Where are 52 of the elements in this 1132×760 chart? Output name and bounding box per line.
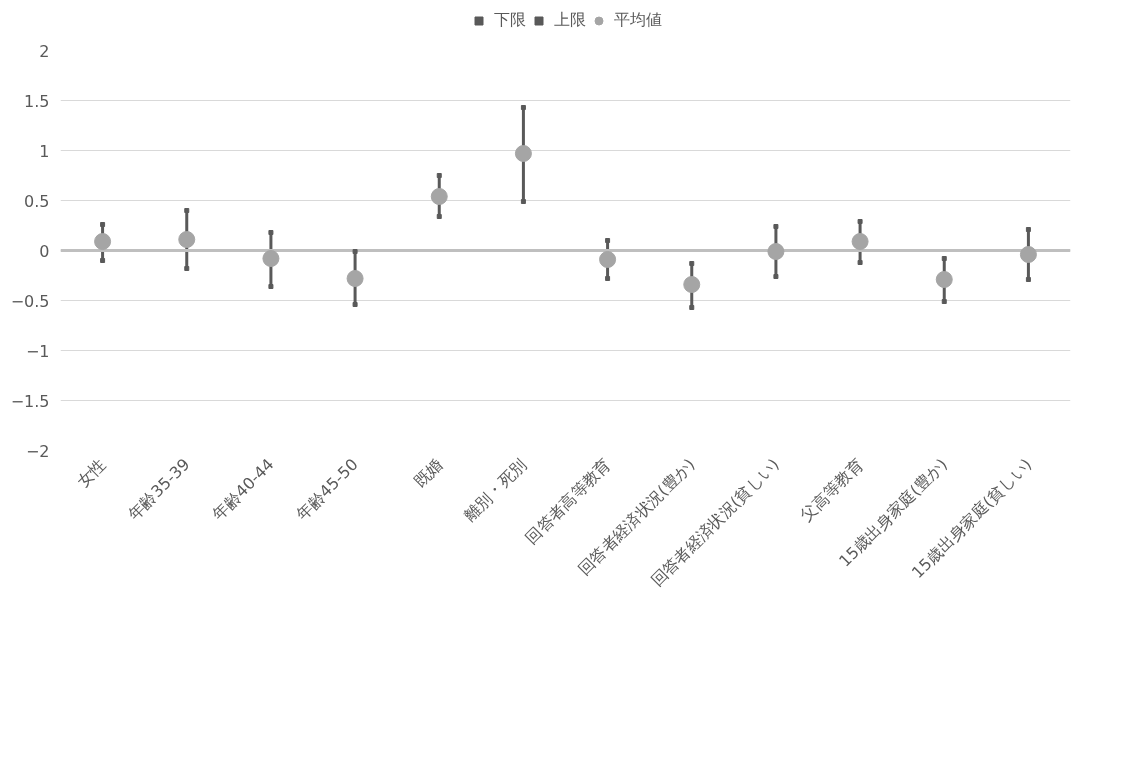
point xyxy=(605,238,611,243)
point xyxy=(268,284,274,289)
point xyxy=(683,276,701,293)
point xyxy=(857,219,863,224)
legend-label: 上限 xyxy=(553,9,586,31)
point xyxy=(851,233,869,250)
point xyxy=(94,233,112,250)
point xyxy=(857,260,863,265)
point xyxy=(941,256,947,261)
point xyxy=(773,224,779,229)
y-tick-label: −2 xyxy=(25,441,50,461)
point xyxy=(184,208,190,213)
point xyxy=(941,299,947,304)
y-tick-label: −0.5 xyxy=(10,291,50,311)
point xyxy=(1025,227,1031,232)
point xyxy=(767,243,785,260)
legend-label: 平均値 xyxy=(613,9,662,31)
point xyxy=(430,188,448,205)
x-tick-label: 女性 xyxy=(73,454,110,491)
legend-label: 下限 xyxy=(493,9,526,31)
point xyxy=(178,231,196,248)
point xyxy=(1025,277,1031,282)
y-tick-label: −1 xyxy=(25,341,50,361)
x-tick-label: 既婚 xyxy=(409,454,446,491)
point xyxy=(262,250,280,267)
point xyxy=(352,249,358,254)
y-tick-label: 0 xyxy=(39,241,50,261)
y-tick-label: 1 xyxy=(39,141,50,161)
point xyxy=(346,270,364,287)
point xyxy=(268,230,274,235)
y-tick-label: 1.5 xyxy=(24,91,50,111)
point xyxy=(1019,246,1037,263)
point xyxy=(100,222,106,227)
y-tick-label: −1.5 xyxy=(10,391,50,411)
point xyxy=(514,145,532,162)
point xyxy=(520,199,526,204)
point xyxy=(184,266,190,271)
point xyxy=(935,271,953,288)
point xyxy=(689,261,695,266)
point xyxy=(436,214,442,219)
point xyxy=(436,173,442,178)
point xyxy=(599,251,617,268)
x-tick-label: 離別・死別 xyxy=(460,454,531,525)
point xyxy=(605,276,611,281)
point xyxy=(520,105,526,110)
y-tick-label: 0.5 xyxy=(24,191,50,211)
point xyxy=(773,274,779,279)
point xyxy=(352,302,358,307)
x-tick-label: 父高等教育 xyxy=(796,454,867,525)
point xyxy=(100,258,106,263)
y-tick-label: 2 xyxy=(39,41,50,61)
point xyxy=(689,305,695,310)
